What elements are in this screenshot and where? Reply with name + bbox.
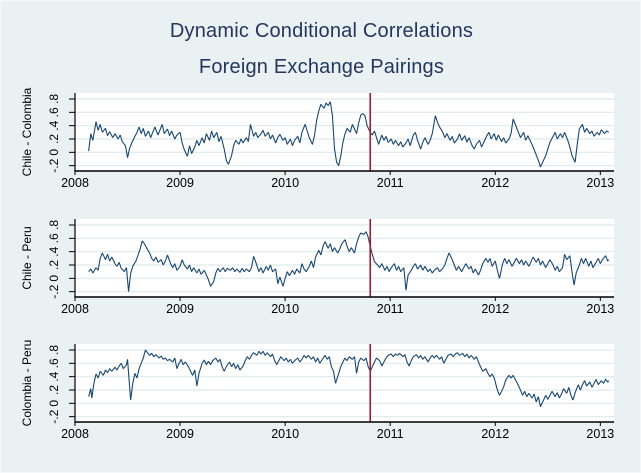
x-tick-label: 2012 [481,427,509,441]
y-tick-label: .6 [47,358,61,368]
y-tick-label: .6 [47,107,61,117]
panel-ylabel: Chile - Peru [20,226,34,289]
plot-area [75,93,614,171]
y-tick-label: -.2 [47,158,61,172]
panel-ylabel: Colombia - Peru [20,340,34,427]
x-tick-label: 2011 [377,176,404,190]
chart-title: Dynamic Conditional Correlations [169,20,474,42]
y-tick-label: .2 [47,134,61,144]
y-tick-label: .4 [47,371,61,381]
x-tick-label: 2013 [586,302,614,316]
y-tick-label: .2 [47,385,61,395]
x-tick-label: 2011 [377,302,404,316]
x-tick-label: 2009 [166,427,194,441]
panel-chile-colombia: -.2 0 .2 .4 .6 .8 2008 2009 2010 2011 2012 2013 Chil… [20,87,614,190]
x-tick-label: 2009 [166,176,194,190]
x-tick-label: 2010 [271,302,299,316]
panel-chile-peru: -.2 0 .2 .4 .6 .8 2008 2009 2010 2011 2012 2013 Chil… [20,219,614,316]
plot-area [75,344,614,422]
y-tick-label: 0 [47,400,61,407]
x-tick-label: 2013 [586,427,614,441]
y-tick-label: .6 [47,233,61,243]
dcc-series-line [88,101,610,168]
chart-subtitle: Foreign Exchange Pairings [198,56,445,78]
x-tick-label: 2013 [586,176,614,190]
x-tick-label: 2011 [377,427,404,441]
x-tick-label: 2008 [61,176,89,190]
x-tick-label: 2010 [271,176,299,190]
x-tick-label: 2010 [271,427,299,441]
plot-area [75,219,614,297]
y-tick-label: .8 [47,345,61,355]
panel-colombia-peru: -.2 0 .2 .4 .6 .8 2008 2009 2010 2011 2012 2013 Colo… [20,340,614,441]
x-tick-label: 2009 [166,302,194,316]
y-tick-label: .8 [47,220,61,230]
y-tick-label: .8 [47,94,61,104]
x-tick-label: 2012 [481,302,509,316]
x-tick-label: 2012 [481,176,509,190]
dcc-series-line [88,349,610,407]
y-tick-label: 0 [47,275,61,282]
y-tick-label: .4 [47,246,61,256]
panel-ylabel: Chile - Colombia [20,87,34,176]
x-tick-label: 2008 [61,302,89,316]
y-tick-label: .4 [47,120,61,130]
y-tick-label: -.2 [47,409,61,423]
dcc-series-line [88,231,610,292]
y-tick-label: 0 [47,149,61,156]
x-tick-label: 2008 [61,427,89,441]
y-tick-label: -.2 [47,284,61,298]
y-tick-label: .2 [47,260,61,270]
